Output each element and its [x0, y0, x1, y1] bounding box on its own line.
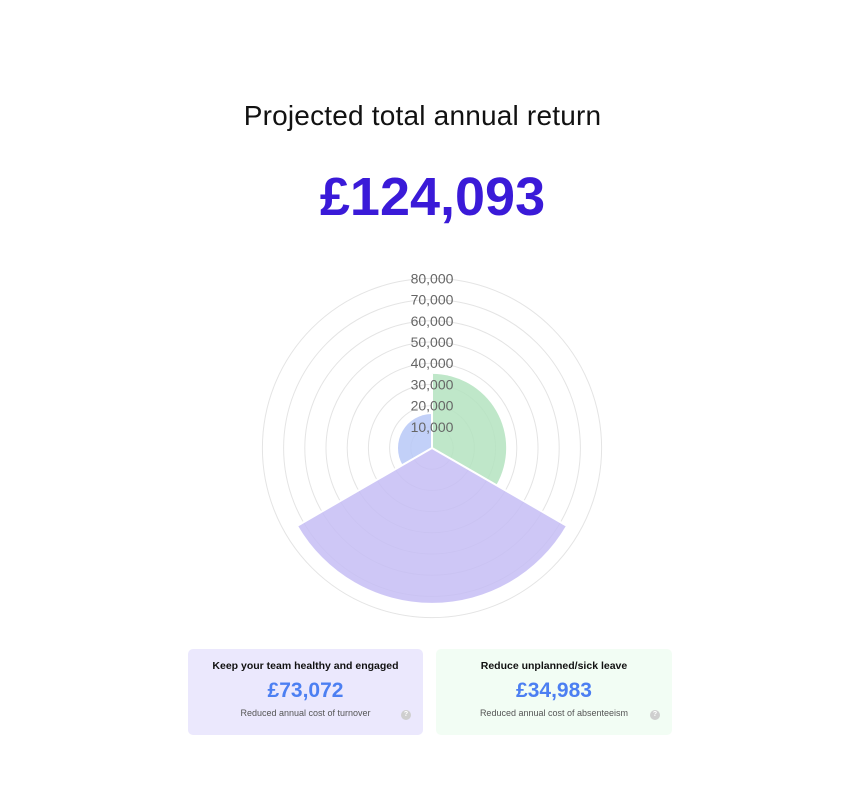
grid-ring — [410, 426, 454, 470]
grid-ring — [346, 362, 518, 534]
help-icon[interactable]: ? — [401, 710, 411, 720]
total-return-value: £124,093 — [319, 167, 546, 227]
grid-ring — [304, 320, 560, 576]
segment-divider — [297, 447, 433, 527]
r-tick-label: 10,000 — [411, 419, 454, 435]
r-tick-label: 80,000 — [411, 270, 454, 286]
r-tick-label: 30,000 — [411, 376, 454, 392]
grid-ring — [325, 341, 539, 555]
polar-segment-1[interactable] — [432, 373, 507, 486]
card-value: £73,072 — [267, 679, 344, 702]
card-title: Keep your team healthy and engaged — [212, 660, 399, 672]
card-subtitle: Reduced annual cost of absenteeism — [479, 708, 629, 718]
card-healthy-engaged: Keep your team healthy and engaged £73,0… — [188, 649, 423, 735]
card-value: £34,983 — [516, 679, 592, 702]
r-tick-label: 60,000 — [411, 313, 454, 329]
help-icon[interactable]: ? — [650, 710, 660, 720]
grid-ring — [389, 405, 475, 491]
polar-segment-3[interactable] — [397, 413, 432, 465]
r-tick-label: 20,000 — [411, 398, 454, 414]
card-title: Reduce unplanned/sick leave — [480, 660, 628, 672]
r-tick-label: 70,000 — [411, 292, 454, 308]
card-sick-leave: Reduce unplanned/sick leave £34,983 Redu… — [436, 649, 672, 735]
r-tick-label: 50,000 — [411, 334, 454, 350]
grid-ring — [283, 299, 581, 597]
polar-segment-2[interactable] — [297, 448, 567, 603]
page-title: Projected total annual return — [243, 100, 602, 131]
r-tick-label: 40,000 — [411, 355, 454, 371]
card-subtitle: Reduced annual cost of turnover — [240, 708, 371, 718]
segment-divider — [431, 447, 567, 527]
grid-ring — [367, 383, 497, 513]
grid-ring — [261, 277, 603, 619]
